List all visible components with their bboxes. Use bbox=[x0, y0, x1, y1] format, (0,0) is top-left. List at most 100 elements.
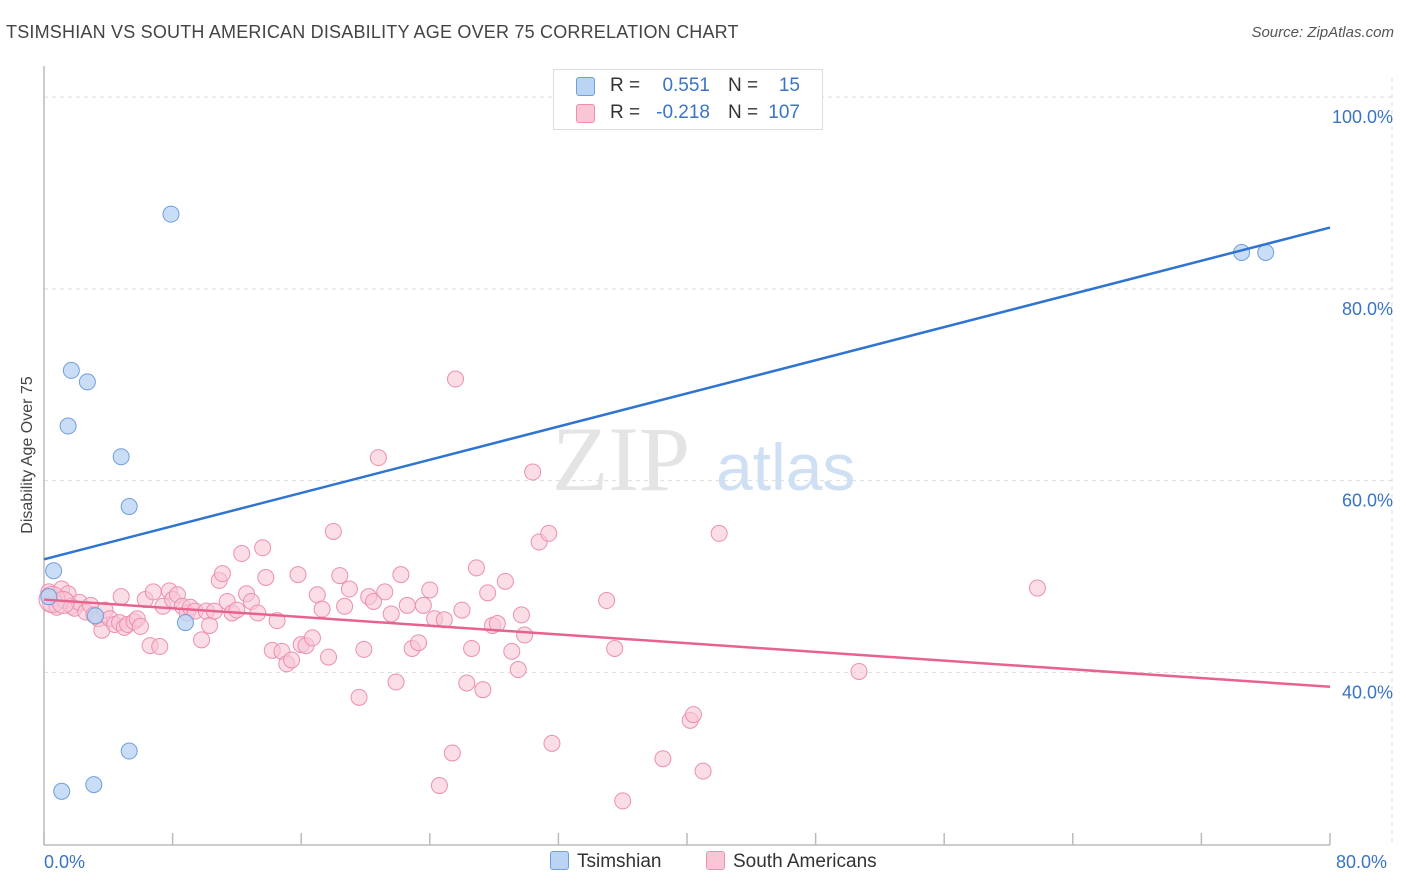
south-americans-point bbox=[398, 596, 416, 614]
legend-n-value: 15 bbox=[778, 75, 800, 96]
y-tick-labels: 100.0% 80.0% 60.0% 40.0% bbox=[1332, 107, 1393, 702]
south-americans-point bbox=[524, 463, 542, 481]
south-americans-point bbox=[376, 583, 394, 601]
south-americans-point bbox=[365, 592, 383, 610]
tsimshian-point bbox=[62, 361, 80, 379]
south-americans-point bbox=[694, 762, 712, 780]
south-americans-point bbox=[543, 734, 561, 752]
watermark-atlas: atlas bbox=[716, 430, 855, 504]
south-americans-point bbox=[289, 566, 307, 584]
south-americans-point bbox=[144, 583, 162, 601]
bottom-legend-south-americans-label: South Americans bbox=[733, 851, 877, 872]
source-credit: Source: ZipAtlas.com bbox=[1251, 24, 1394, 41]
south-americans-point bbox=[350, 688, 368, 706]
tsimshian-point bbox=[1257, 243, 1275, 261]
south-americans-point bbox=[392, 566, 410, 584]
y-axis-label: Disability Age Over 75 bbox=[19, 376, 36, 534]
south-americans-point bbox=[131, 617, 149, 635]
south-americans-point bbox=[430, 777, 448, 795]
south-americans-point bbox=[228, 601, 246, 619]
south-americans-point bbox=[213, 565, 231, 583]
south-americans-point bbox=[540, 524, 558, 542]
south-americans-point bbox=[257, 569, 275, 587]
y-tick-label: 60.0% bbox=[1342, 491, 1393, 511]
south-americans-point bbox=[308, 586, 326, 604]
tsimshian-points bbox=[40, 205, 1275, 800]
south-americans-point bbox=[324, 522, 342, 540]
legend-row-tsimshian: R = 0.551 N = 15 bbox=[554, 74, 822, 100]
south-americans-legend-icon bbox=[706, 851, 725, 870]
bottom-legend-south-americans[interactable]: South Americans bbox=[706, 851, 877, 873]
tsimshian-legend-icon bbox=[550, 851, 569, 870]
chart-title: TSIMSHIAN VS SOUTH AMERICAN DISABILITY A… bbox=[6, 22, 739, 42]
south-americans-point bbox=[598, 592, 616, 610]
south-americans-point bbox=[463, 639, 481, 657]
tsimshian-point bbox=[112, 448, 130, 466]
south-americans-point bbox=[421, 581, 439, 599]
south-americans-point bbox=[254, 539, 272, 557]
y-tick-label: 80.0% bbox=[1342, 299, 1393, 319]
tsimshian-point bbox=[53, 782, 71, 800]
south-americans-point bbox=[410, 634, 428, 652]
south-americans-point bbox=[496, 572, 514, 590]
tsimshian-point bbox=[40, 588, 58, 606]
south-americans-point bbox=[283, 651, 301, 669]
bottom-legend-tsimshian-label: Tsimshian bbox=[577, 851, 662, 872]
watermark-zip: ZIP bbox=[552, 408, 690, 510]
south-americans-point bbox=[387, 673, 405, 691]
south-americans-point bbox=[201, 616, 219, 634]
south-americans-point bbox=[382, 605, 400, 623]
south-americans-point bbox=[193, 631, 211, 649]
south-americans-point bbox=[313, 600, 331, 618]
legend-n-label: N = bbox=[728, 75, 759, 96]
south-americans-point bbox=[340, 580, 358, 598]
south-americans-point bbox=[512, 606, 530, 624]
bottom-legend-tsimshian[interactable]: Tsimshian bbox=[550, 851, 661, 873]
south-americans-point bbox=[414, 596, 432, 614]
south-americans-point bbox=[233, 545, 251, 563]
south-americans-point bbox=[503, 642, 521, 660]
south-americans-point bbox=[443, 744, 461, 762]
south-americans-points bbox=[38, 370, 1046, 810]
y-tick-label: 100.0% bbox=[1332, 107, 1393, 127]
legend-r-value: 0.551 bbox=[662, 75, 710, 96]
south-americans-point bbox=[467, 559, 485, 577]
tsimshian-point bbox=[59, 417, 77, 435]
south-americans-point bbox=[684, 706, 702, 724]
south-americans-point bbox=[355, 640, 373, 658]
tsimshian-point bbox=[120, 742, 138, 760]
tsimshian-point bbox=[85, 776, 103, 794]
south-americans-point bbox=[151, 638, 169, 656]
south-americans-point bbox=[447, 370, 465, 388]
tsimshian-point bbox=[78, 373, 96, 391]
south-americans-point bbox=[453, 601, 471, 619]
y-tick-label: 40.0% bbox=[1342, 682, 1393, 702]
south-americans-point bbox=[654, 750, 672, 768]
tsimshian-trend-line bbox=[43, 226, 1331, 561]
correlation-legend: R = 0.551 N = 15 R = -0.218 N = 107 bbox=[553, 69, 823, 130]
tsimshian-point bbox=[176, 614, 194, 632]
south-americans-point bbox=[474, 681, 492, 699]
trend-lines bbox=[43, 226, 1331, 689]
south-americans-point bbox=[369, 449, 387, 467]
legend-row-south-americans: R = -0.218 N = 107 bbox=[554, 101, 822, 127]
legend-n-value: 107 bbox=[768, 102, 800, 123]
south-americans-point bbox=[509, 661, 527, 679]
south-americans-point bbox=[614, 792, 632, 810]
legend-r-value: -0.218 bbox=[656, 102, 710, 123]
south-americans-point bbox=[479, 584, 497, 602]
south-americans-point bbox=[303, 629, 321, 647]
south-americans-point bbox=[458, 674, 476, 692]
tsimshian-point bbox=[162, 205, 180, 223]
watermark: ZIP atlas bbox=[552, 408, 855, 510]
south-americans-point bbox=[331, 567, 349, 585]
legend-r-label: R = bbox=[610, 75, 641, 96]
south-americans-point bbox=[112, 588, 130, 606]
axes bbox=[43, 66, 1331, 846]
legend-n-label: N = bbox=[728, 102, 759, 123]
tsimshian-point bbox=[120, 498, 138, 516]
legend-r-label: R = bbox=[610, 102, 641, 123]
south-americans-point bbox=[336, 597, 354, 615]
south-americans-point bbox=[710, 524, 728, 542]
